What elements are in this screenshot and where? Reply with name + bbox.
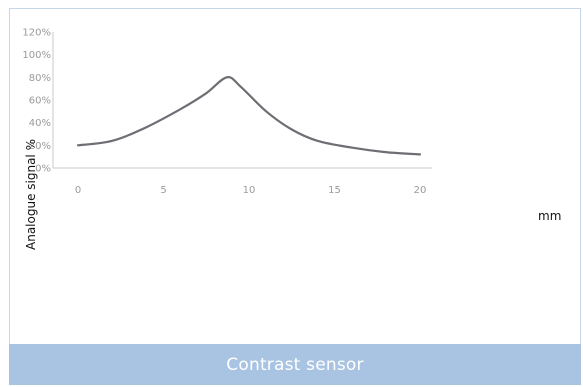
chart: 0% 20% 40% 60% 80% 100% 120% 0 5 10 15 20: [22, 28, 432, 196]
series-line: [76, 76, 422, 156]
x-tick-label: 10: [243, 185, 256, 196]
y-axis-label: Analogue signal %: [24, 139, 38, 250]
chart-frame: [9, 8, 581, 385]
x-axis-label: mm: [538, 209, 562, 223]
x-tick-label: 15: [328, 185, 341, 196]
y-tick-label: 60%: [29, 96, 51, 107]
y-tick-label: 80%: [29, 73, 51, 84]
series-group: [76, 76, 422, 156]
caption-bar: Contrast sensor: [9, 344, 581, 385]
x-axis: 0 5 10 15 20: [53, 167, 432, 196]
y-axis: 0% 20% 40% 60% 80% 100% 120%: [22, 28, 54, 175]
x-tick-label: 5: [160, 185, 166, 196]
x-tick-label: 20: [414, 185, 427, 196]
y-tick-label: 40%: [29, 118, 51, 129]
caption-text: Contrast sensor: [226, 354, 364, 375]
y-tick-label: 100%: [22, 50, 51, 61]
y-tick-label: 20%: [29, 141, 51, 152]
y-tick-label: 0%: [35, 164, 51, 175]
y-tick-label: 120%: [22, 28, 51, 39]
x-tick-label: 0: [75, 185, 81, 196]
